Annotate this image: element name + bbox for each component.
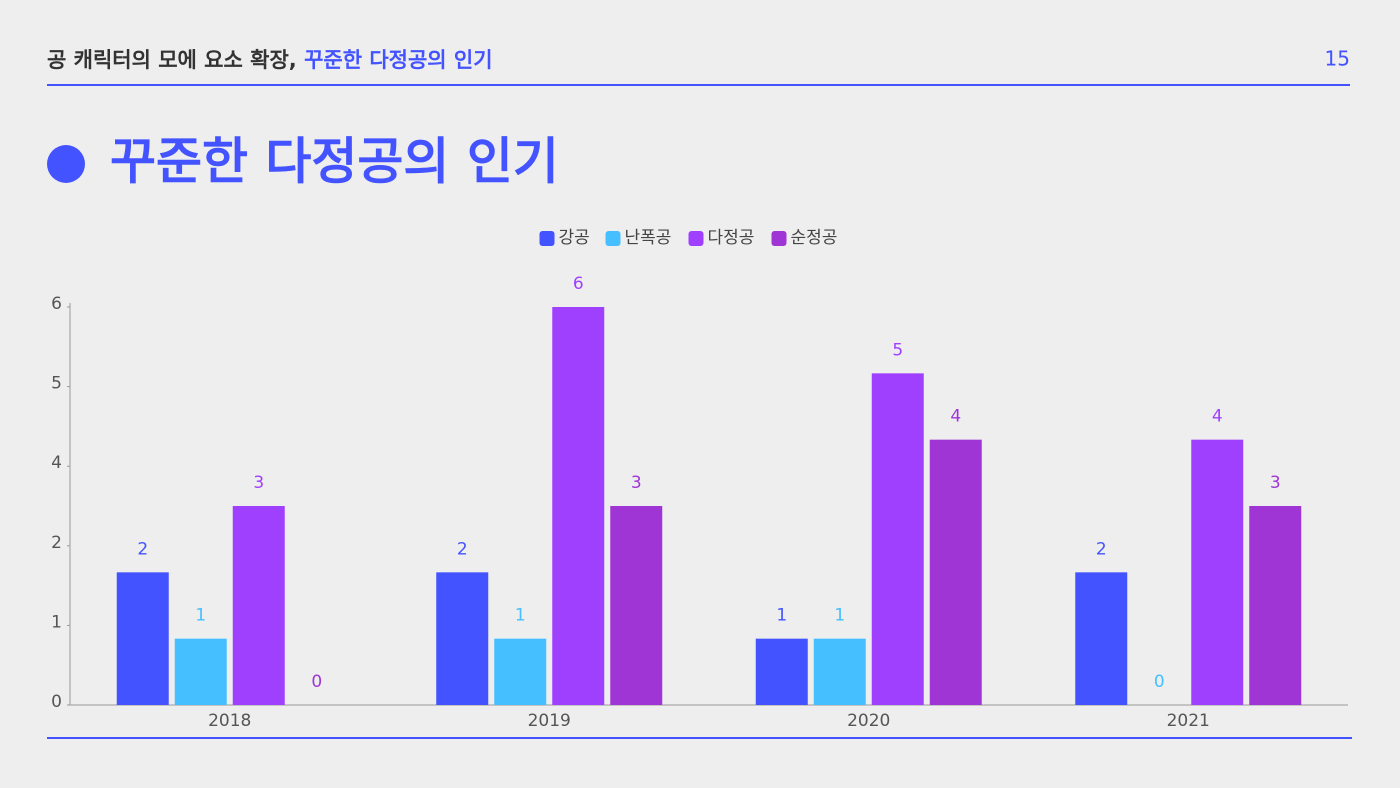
bar: [610, 506, 663, 705]
bar: [232, 506, 285, 705]
value-label: 4: [950, 407, 961, 427]
legend-swatch: [771, 231, 787, 246]
x-tick-label: 2021: [1167, 711, 1210, 731]
value-label: 3: [253, 473, 264, 493]
value-label: 0: [1154, 672, 1165, 692]
x-tick-label: 2019: [528, 711, 571, 731]
value-label: 4: [1212, 407, 1223, 427]
value-label: 1: [195, 606, 206, 626]
bar: [174, 638, 227, 705]
value-label: 0: [311, 672, 322, 692]
y-tick-label: 1: [51, 612, 62, 632]
value-label: 3: [631, 473, 642, 493]
legend-swatch: [539, 231, 555, 246]
bar: [755, 638, 808, 705]
bar: [813, 638, 866, 705]
y-tick-label: 6: [51, 294, 62, 314]
value-label: 2: [137, 539, 148, 559]
legend-label: 순정공: [791, 228, 838, 248]
value-label: 2: [457, 539, 468, 559]
header-title-accent: 꾸준한 다정공의 인기: [304, 48, 493, 72]
value-label: 5: [892, 340, 903, 360]
bar: [436, 572, 489, 705]
heading: 꾸준한 다정공의 인기: [110, 133, 559, 191]
bar: [552, 307, 605, 705]
bar: [871, 373, 924, 705]
bar: [1249, 506, 1302, 705]
legend-label: 난폭공: [625, 228, 672, 248]
header-title: 공 캐릭터의 모에 요소 확장, 꾸준한 다정공의 인기: [47, 48, 493, 72]
y-tick-label: 5: [51, 374, 62, 394]
bar: [1075, 572, 1128, 705]
value-label: 2: [1096, 539, 1107, 559]
x-tick-label: 2020: [847, 711, 890, 731]
heading-bullet: [47, 145, 85, 183]
page-number: 15: [1325, 47, 1350, 71]
bar: [116, 572, 169, 705]
y-tick-label: 0: [51, 692, 62, 712]
x-tick-label: 2018: [208, 711, 251, 731]
y-tick-label: 4: [51, 453, 62, 473]
legend-swatch: [688, 231, 704, 246]
legend-label: 강공: [559, 228, 590, 248]
chart: 0 1 2 4 5 6 강공 난폭공 다정공 순정공 2018 2 1 3 0 2019 2 1 6 3 2020 1 1 5…: [51, 228, 1348, 731]
bar: [929, 439, 982, 705]
header-title-main: 공 캐릭터의 모에 요소 확장,: [47, 48, 297, 72]
value-label: 1: [834, 606, 845, 626]
bar: [494, 638, 547, 705]
legend-swatch: [605, 231, 621, 246]
bar: [1191, 439, 1244, 705]
y-tick-label: 2: [51, 533, 62, 553]
value-label: 1: [515, 606, 526, 626]
value-label: 1: [776, 606, 787, 626]
value-label: 3: [1270, 473, 1281, 493]
value-label: 6: [573, 274, 584, 294]
legend-label: 다정공: [708, 228, 755, 248]
